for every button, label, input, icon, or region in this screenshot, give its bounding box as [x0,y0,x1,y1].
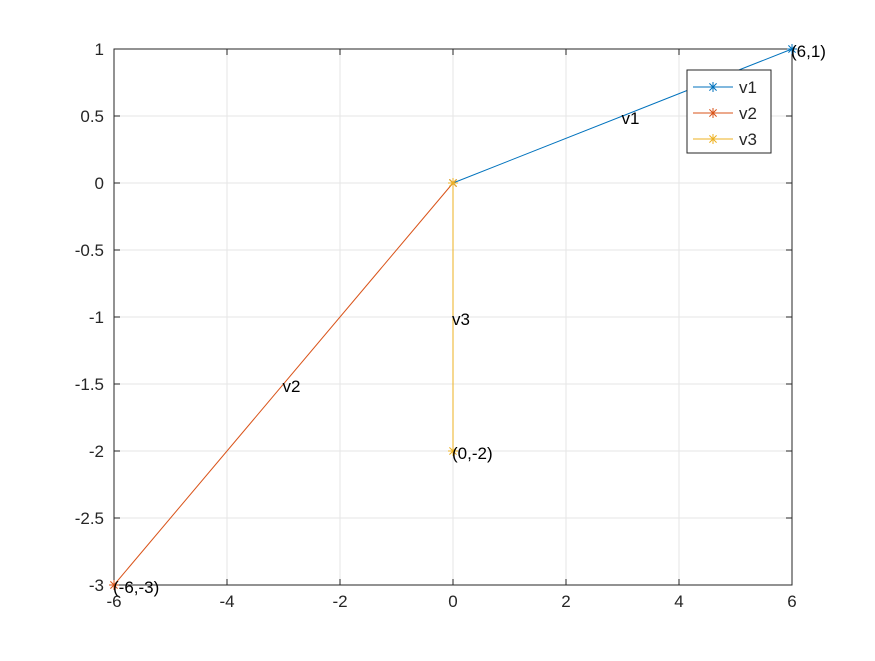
legend-marker-v3 [708,134,718,144]
annotation: (6,1) [791,42,826,61]
x-tick-label: 6 [787,592,796,611]
legend-marker-v2 [708,108,718,118]
x-tick-label: -4 [219,592,234,611]
annotation: v2 [283,377,301,396]
x-tick-label: -2 [332,592,347,611]
legend-label: v1 [739,78,757,97]
y-tick-label: 0.5 [80,107,104,126]
y-tick-label: -2.5 [75,509,104,528]
data-point-v3 [448,446,458,456]
legend-label: v2 [739,104,757,123]
annotation: v1 [622,109,640,128]
legend-label: v3 [739,130,757,149]
data-point-v3 [448,178,458,188]
x-tick-label: 0 [448,592,457,611]
legend-box [686,69,772,154]
data-point-v2 [109,580,119,590]
y-tick-label: -3 [89,576,104,595]
y-tick-label: -2 [89,442,104,461]
annotation: (-6,-3) [113,578,159,597]
y-tick-label: 0 [95,174,104,193]
y-tick-label: -1.5 [75,375,104,394]
annotation: (0,-2) [452,444,493,463]
y-tick-label: -0.5 [75,241,104,260]
data-point-v1 [787,44,797,54]
series-line-v2 [113,182,454,586]
y-tick-label: -1 [89,308,104,327]
x-tick-label: 2 [561,592,570,611]
x-tick-label: 4 [674,592,683,611]
y-tick-label: 1 [95,40,104,59]
legend-marker-v1 [708,82,718,92]
annotation: v3 [452,310,470,329]
x-tick-label: -6 [106,592,121,611]
